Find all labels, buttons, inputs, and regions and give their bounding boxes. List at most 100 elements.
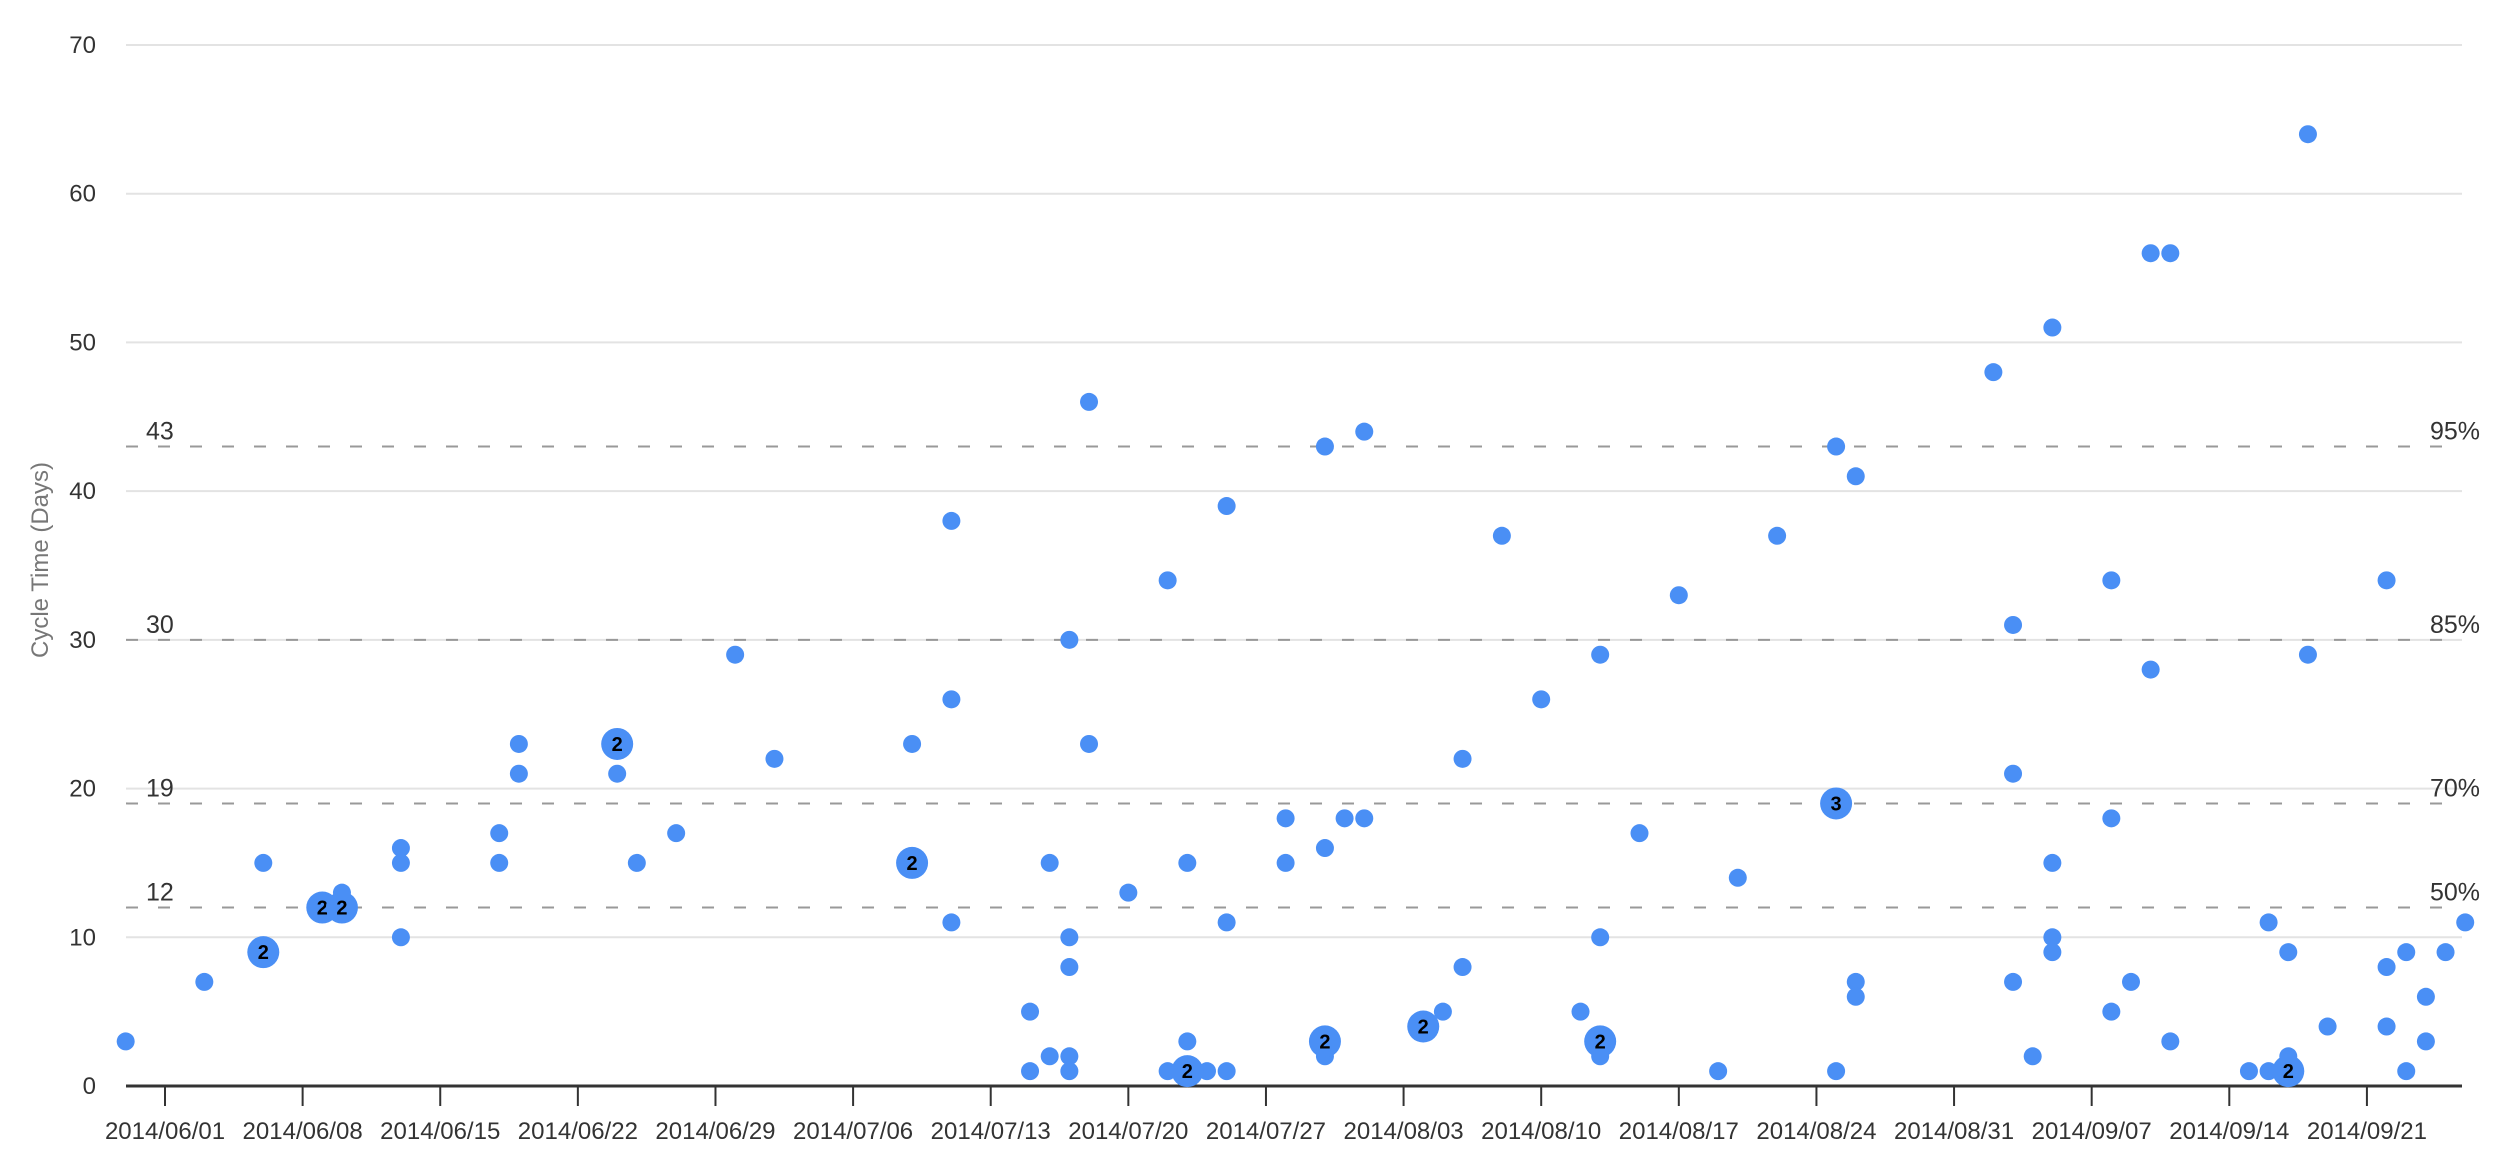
data-point[interactable] [1355,422,1374,441]
data-point-group[interactable] [1171,1055,1204,1088]
data-point[interactable] [1315,437,1334,456]
data-point[interactable] [1630,824,1649,843]
data-point[interactable] [2004,764,2023,783]
data-point-group[interactable] [1407,1010,1440,1043]
data-point[interactable] [1021,1062,1040,1081]
data-point[interactable] [1591,928,1610,947]
data-point[interactable] [903,734,922,753]
data-point[interactable] [116,1032,135,1051]
data-point[interactable] [1217,913,1236,932]
data-point[interactable] [509,764,528,783]
data-point-group[interactable] [247,936,280,969]
data-point[interactable] [2004,615,2023,634]
data-point[interactable] [2298,125,2317,144]
data-point[interactable] [2141,244,2160,263]
data-point[interactable] [2161,244,2180,263]
data-point[interactable] [391,853,410,872]
data-point[interactable] [1827,1062,1846,1081]
data-point[interactable] [2102,809,2121,828]
data-point[interactable] [726,645,745,664]
data-point[interactable] [2043,928,2062,947]
data-point[interactable] [2102,571,2121,590]
data-point[interactable] [2377,1017,2396,1036]
data-point[interactable] [1178,1032,1197,1051]
data-point[interactable] [1178,853,1197,872]
data-point[interactable] [1060,1062,1079,1081]
data-point[interactable] [1453,749,1472,768]
data-point[interactable] [1532,690,1551,709]
data-point[interactable] [254,853,273,872]
data-point[interactable] [2416,1032,2435,1051]
data-point[interactable] [1827,437,1846,456]
data-point[interactable] [1040,1047,1059,1066]
data-point[interactable] [2377,958,2396,977]
data-point[interactable] [1060,630,1079,649]
data-point[interactable] [2397,943,2416,962]
data-point[interactable] [2004,972,2023,991]
data-point[interactable] [2259,913,2278,932]
data-point[interactable] [1315,839,1334,858]
data-point[interactable] [627,853,646,872]
data-point-group[interactable] [896,846,929,879]
data-point[interactable] [2141,660,2160,679]
data-point[interactable] [1984,363,2003,382]
data-point[interactable] [942,511,961,530]
data-point[interactable] [1846,467,1865,486]
data-point-group[interactable] [1308,1025,1341,1058]
data-point[interactable] [1217,497,1236,516]
data-point[interactable] [2436,943,2455,962]
data-point[interactable] [1846,987,1865,1006]
data-point[interactable] [2043,853,2062,872]
data-point[interactable] [2456,913,2475,932]
data-point[interactable] [2279,943,2298,962]
data-point[interactable] [1846,972,1865,991]
data-point[interactable] [490,824,509,843]
data-point[interactable] [2043,318,2062,337]
data-point[interactable] [1355,809,1374,828]
data-point-group[interactable] [601,727,634,760]
data-point[interactable] [1040,853,1059,872]
data-point[interactable] [1591,645,1610,664]
data-point[interactable] [1433,1002,1452,1021]
data-point[interactable] [942,690,961,709]
data-point[interactable] [1709,1062,1728,1081]
data-point[interactable] [2416,987,2435,1006]
data-point[interactable] [2122,972,2140,991]
data-point[interactable] [1060,1047,1079,1066]
data-point[interactable] [765,749,784,768]
data-point[interactable] [1021,1002,1040,1021]
data-point[interactable] [2298,645,2317,664]
data-point[interactable] [942,913,961,932]
data-point[interactable] [490,853,509,872]
data-point-group[interactable] [1820,787,1853,820]
data-point[interactable] [2239,1062,2258,1081]
data-point[interactable] [2023,1047,2042,1066]
data-point[interactable] [1060,928,1079,947]
data-point[interactable] [391,839,410,858]
data-point[interactable] [2397,1062,2416,1081]
data-point[interactable] [1119,883,1138,902]
data-point[interactable] [1571,1002,1590,1021]
data-point[interactable] [1453,958,1472,977]
data-point[interactable] [2318,1017,2337,1036]
data-point[interactable] [1276,853,1295,872]
data-point[interactable] [1728,868,1747,887]
data-point-group[interactable] [325,891,358,924]
data-point[interactable] [1669,586,1688,605]
data-point[interactable] [391,928,410,947]
data-point[interactable] [1080,734,1099,753]
data-point[interactable] [1335,809,1354,828]
data-point-group[interactable] [1584,1025,1617,1058]
data-point[interactable] [2043,943,2062,962]
data-point-group[interactable] [2272,1055,2305,1088]
data-point[interactable] [608,764,627,783]
data-point[interactable] [1492,526,1511,545]
data-point[interactable] [2377,571,2396,590]
data-point[interactable] [1768,526,1787,545]
data-point[interactable] [1060,958,1079,977]
data-point[interactable] [509,734,528,753]
data-point[interactable] [1158,571,1177,590]
data-point[interactable] [667,824,686,843]
data-point[interactable] [2102,1002,2121,1021]
data-point[interactable] [2161,1032,2180,1051]
